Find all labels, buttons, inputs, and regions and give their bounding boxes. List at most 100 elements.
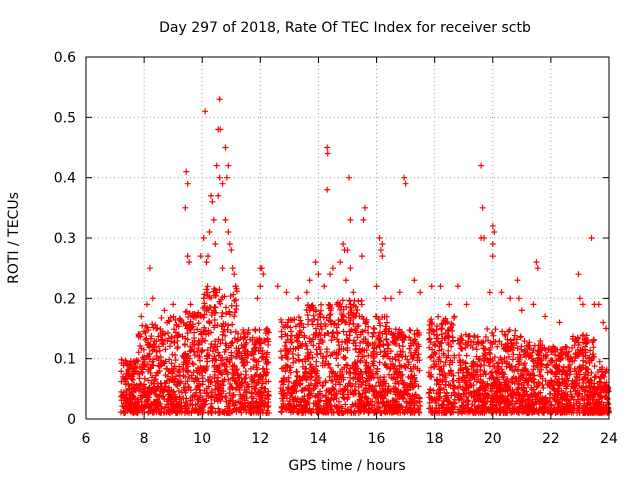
data-point [215, 192, 222, 199]
data-point [518, 307, 525, 314]
data-point [392, 399, 399, 406]
data-point [303, 289, 310, 296]
data-point [172, 329, 179, 336]
data-point [206, 319, 213, 326]
data-point [353, 309, 360, 316]
data-point [182, 389, 189, 396]
data-point [321, 283, 328, 290]
data-point [217, 340, 224, 347]
data-point [228, 302, 235, 309]
data-point [308, 380, 315, 387]
data-point [183, 168, 190, 175]
data-point [122, 409, 129, 416]
data-point [225, 162, 232, 169]
data-point [512, 327, 519, 334]
data-point [303, 365, 310, 372]
data-point [287, 324, 294, 331]
data-point [603, 325, 610, 332]
data-point [140, 346, 147, 353]
data-point [368, 406, 375, 413]
data-point [363, 347, 370, 354]
data-point [391, 371, 398, 378]
data-point [333, 355, 340, 362]
data-point [338, 311, 345, 318]
data-point [131, 381, 138, 388]
data-point [317, 311, 324, 318]
data-point [141, 388, 148, 395]
data-point [379, 253, 386, 260]
data-point [348, 327, 355, 334]
data-point [225, 228, 232, 235]
data-point [364, 400, 371, 407]
data-point [222, 393, 229, 400]
data-point [340, 306, 347, 313]
data-point [139, 409, 146, 416]
data-point [221, 348, 228, 355]
data-point [220, 328, 227, 335]
data-point [360, 315, 367, 322]
data-point [126, 361, 133, 368]
data-point [195, 345, 202, 352]
data-point [390, 385, 397, 392]
data-point [322, 393, 329, 400]
data-point [175, 387, 182, 394]
data-point [334, 336, 341, 343]
data-point [404, 408, 411, 415]
data-point [235, 330, 242, 337]
data-point [184, 336, 191, 343]
data-point [283, 404, 290, 411]
data-point [135, 349, 142, 356]
data-point [365, 323, 372, 330]
data-point [301, 334, 308, 341]
data-point [203, 259, 210, 266]
data-point [151, 400, 158, 407]
data-point [339, 405, 346, 412]
data-point [283, 354, 290, 361]
data-point [542, 313, 549, 320]
data-point [463, 352, 470, 359]
data-point [406, 345, 413, 352]
data-point [173, 401, 180, 408]
data-point [290, 359, 297, 366]
data-point [342, 338, 349, 345]
data-point [389, 355, 396, 362]
data-point [248, 393, 255, 400]
data-point [194, 368, 201, 375]
data-point [233, 288, 240, 295]
data-point [218, 313, 225, 320]
data-point [315, 271, 322, 278]
data-point [339, 391, 346, 398]
data-point [145, 377, 152, 384]
data-point [327, 271, 334, 278]
data-point [290, 380, 297, 387]
data-point [395, 357, 402, 364]
data-point [381, 352, 388, 359]
x-tick-label: 16 [368, 431, 386, 447]
data-point [307, 349, 314, 356]
data-point [507, 295, 514, 302]
data-point [203, 355, 210, 362]
data-point [212, 386, 219, 393]
data-point [354, 323, 361, 330]
data-point [173, 381, 180, 388]
data-point [306, 277, 313, 284]
data-point [211, 316, 218, 323]
data-point [176, 396, 183, 403]
data-point [318, 326, 325, 333]
data-point [203, 307, 210, 314]
data-point [397, 348, 404, 355]
data-point [205, 253, 212, 260]
data-point [256, 378, 263, 385]
data-point [201, 324, 208, 331]
data-point [216, 352, 223, 359]
data-point [463, 301, 470, 308]
data-point [306, 391, 313, 398]
data-point [223, 310, 230, 317]
data-point [208, 387, 215, 394]
data-point [137, 382, 144, 389]
data-point [154, 325, 161, 332]
data-point [360, 216, 367, 223]
data-point [402, 180, 409, 187]
data-point [363, 316, 370, 323]
data-point [394, 378, 401, 385]
